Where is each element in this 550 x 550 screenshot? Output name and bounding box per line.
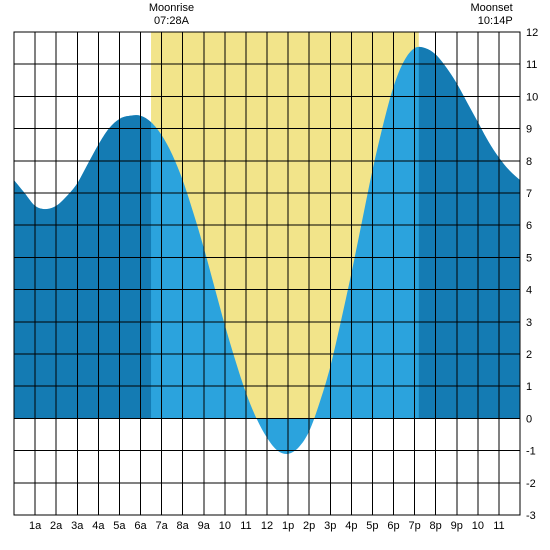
- svg-text:11: 11: [240, 520, 251, 532]
- svg-text:9: 9: [526, 124, 532, 136]
- svg-text:1: 1: [526, 381, 532, 393]
- moonset-label: Moonset 10:14P: [453, 2, 513, 28]
- svg-text:10: 10: [472, 520, 484, 532]
- svg-text:0: 0: [526, 413, 532, 425]
- svg-text:2: 2: [526, 349, 532, 361]
- svg-text:8p: 8p: [430, 520, 442, 532]
- svg-text:11: 11: [526, 59, 537, 71]
- moonset-title: Moonset: [453, 2, 513, 15]
- moonrise-time: 07:28A: [141, 15, 201, 28]
- svg-text:6p: 6p: [387, 520, 399, 532]
- svg-text:2p: 2p: [303, 520, 315, 532]
- svg-text:-1: -1: [526, 446, 536, 458]
- svg-text:8a: 8a: [177, 520, 190, 532]
- svg-text:3: 3: [526, 317, 532, 329]
- svg-text:5a: 5a: [113, 520, 126, 532]
- svg-text:8: 8: [526, 156, 532, 168]
- svg-text:10: 10: [526, 91, 538, 103]
- svg-text:5: 5: [526, 252, 532, 264]
- svg-text:1a: 1a: [29, 520, 42, 532]
- moonset-time: 10:14P: [453, 15, 513, 28]
- svg-text:3p: 3p: [324, 520, 336, 532]
- svg-text:9a: 9a: [198, 520, 211, 532]
- svg-text:3a: 3a: [71, 520, 84, 532]
- svg-text:10: 10: [219, 520, 231, 532]
- svg-text:12: 12: [261, 520, 273, 532]
- moonrise-title: Moonrise: [141, 2, 201, 15]
- moonrise-label: Moonrise 07:28A: [141, 2, 201, 28]
- tide-chart: 1a2a3a4a5a6a7a8a9a1011121p2p3p4p5p6p7p8p…: [0, 0, 550, 550]
- svg-text:7a: 7a: [155, 520, 168, 532]
- svg-text:4: 4: [526, 285, 532, 297]
- svg-text:7p: 7p: [408, 520, 420, 532]
- svg-text:11: 11: [493, 520, 504, 532]
- svg-text:9p: 9p: [451, 520, 463, 532]
- svg-text:6a: 6a: [134, 520, 147, 532]
- svg-text:7: 7: [526, 188, 532, 200]
- svg-text:2a: 2a: [50, 520, 63, 532]
- svg-text:-2: -2: [526, 478, 536, 490]
- svg-text:6: 6: [526, 220, 532, 232]
- svg-text:-3: -3: [526, 510, 536, 522]
- svg-text:4a: 4a: [92, 520, 105, 532]
- chart-svg: 1a2a3a4a5a6a7a8a9a1011121p2p3p4p5p6p7p8p…: [0, 0, 550, 550]
- svg-text:1p: 1p: [282, 520, 294, 532]
- svg-text:12: 12: [526, 27, 538, 39]
- svg-text:5p: 5p: [366, 520, 378, 532]
- svg-text:4p: 4p: [345, 520, 357, 532]
